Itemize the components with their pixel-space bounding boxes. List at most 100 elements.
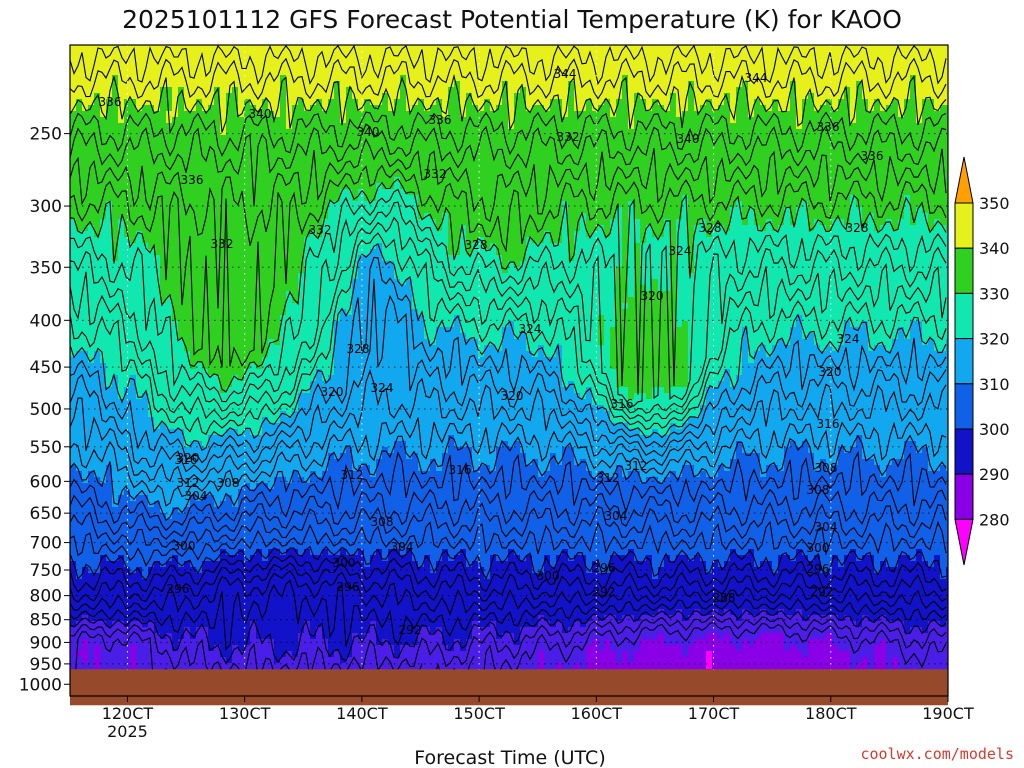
contour-label: 296 xyxy=(807,562,830,576)
contour-label: 324 xyxy=(669,244,692,258)
x-tick-label: 170CT xyxy=(688,704,740,723)
isentrope-contour-layer xyxy=(70,45,947,696)
contour-label-layer: 336 340 344 344 340 336 332 340 336 336 332 336 332 3… xyxy=(99,67,884,637)
y-tick-label: 550 xyxy=(30,438,62,458)
contour-label: 328 xyxy=(699,221,722,235)
contour-label: 296 xyxy=(167,582,190,596)
x-tick-label: 130CT xyxy=(219,704,271,723)
contour-label: 328 xyxy=(347,342,370,356)
colorbar-level-label: 320 xyxy=(979,330,1010,349)
contour-label: 292 xyxy=(811,585,834,599)
x-tick-label: 150CT xyxy=(453,704,505,723)
contour-label: 324 xyxy=(519,322,542,336)
x-tick-label: 120CT xyxy=(102,704,154,723)
colorbar-level-label: 310 xyxy=(979,375,1010,394)
contour-label: 300 xyxy=(807,541,830,555)
contour-label: 344 xyxy=(554,67,577,81)
colorbar-level-label: 330 xyxy=(979,284,1010,303)
x-tick-label: 140CT xyxy=(336,704,388,723)
colorbar-level-label: 280 xyxy=(979,510,1010,529)
colorbar-legend: 350 340 330 320 310 300 290 280 xyxy=(954,156,1010,566)
colorbar-swatch xyxy=(954,473,974,520)
colorbar-swatch xyxy=(954,292,974,340)
contour-label: 292 xyxy=(593,585,616,599)
contour-label: 340 xyxy=(357,125,380,139)
plot-frame xyxy=(69,44,949,697)
contour-label: 340 xyxy=(249,107,272,121)
contour-label: 296 xyxy=(593,561,616,575)
x-tick-label: 180CT xyxy=(805,704,857,723)
contour-label: 312 xyxy=(597,471,620,485)
colorbar-swatch xyxy=(954,383,974,430)
contour-label: 336 xyxy=(861,149,884,163)
x-axis-label: Forecast Time (UTC) xyxy=(414,747,605,768)
colorbar-level-label: 290 xyxy=(979,465,1010,484)
contour-label: 300 xyxy=(333,556,356,570)
y-tick-label: 850 xyxy=(30,611,62,631)
contour-label: 312 xyxy=(625,459,648,473)
contour-label: 308 xyxy=(217,476,240,490)
contour-label: 312 xyxy=(177,476,200,490)
contour-label: 324 xyxy=(837,332,860,346)
contour-label: 296 xyxy=(337,580,360,594)
y-tick-label: 350 xyxy=(30,258,62,278)
colorbar-cap-bottom xyxy=(954,518,974,566)
contour-label: 316 xyxy=(175,453,198,467)
contour-label: 336 xyxy=(181,173,204,187)
x-tick-label: 190CT xyxy=(922,704,974,723)
y-tick-label: 900 xyxy=(30,633,62,653)
colorbar-swatch xyxy=(954,202,974,249)
contour-label: 336 xyxy=(99,95,122,109)
contour-label: 336 xyxy=(817,120,840,134)
contour-label: 328 xyxy=(465,238,488,252)
y-tick-label: 800 xyxy=(30,587,62,607)
contour-label: 320 xyxy=(321,385,344,399)
y-tick-label: 950 xyxy=(30,655,62,675)
y-tick-label: 700 xyxy=(30,534,62,554)
contour-label: 340 xyxy=(677,132,700,146)
y-tick-label: 500 xyxy=(30,400,62,420)
colorbar-cap-top xyxy=(954,156,974,204)
contour-label: 320 xyxy=(641,289,664,303)
credit-link[interactable]: coolwx.com/models xyxy=(860,745,1014,763)
contour-label: 320 xyxy=(177,451,200,465)
contour-label: 304 xyxy=(815,520,838,534)
contour-label: 308 xyxy=(371,515,394,529)
contour-label: 316 xyxy=(611,397,634,411)
contour-label: 304 xyxy=(391,540,414,554)
contour-label: 336 xyxy=(429,113,452,127)
contour-label: 292 xyxy=(399,623,422,637)
contour-label: 332 xyxy=(557,130,580,144)
contour-label: 288 xyxy=(713,591,736,605)
y-tick-label: 400 xyxy=(30,311,62,331)
contour-label: 304 xyxy=(605,509,628,523)
contour-label: 328 xyxy=(846,221,869,235)
contour-label: 316 xyxy=(449,463,472,477)
y-tick-label: 650 xyxy=(30,504,62,524)
contour-label: 308 xyxy=(807,483,830,497)
colorbar-swatch xyxy=(954,247,974,294)
contour-label: 300 xyxy=(537,569,560,583)
contour-label: 332 xyxy=(211,237,234,251)
contour-label: 304 xyxy=(185,489,208,503)
contour-label: 324 xyxy=(371,381,394,395)
y-tick-label: 1000 xyxy=(19,675,62,695)
contour-label: 320 xyxy=(819,365,842,379)
colorbar-level-label: 350 xyxy=(979,194,1010,213)
contour-label: 312 xyxy=(341,468,364,482)
y-tick-label: 750 xyxy=(30,561,62,581)
x-tick-sublabel: 2025 xyxy=(107,722,148,741)
colorbar-swatch xyxy=(954,338,974,385)
contour-label: 300 xyxy=(173,539,196,553)
contour-label: 320 xyxy=(501,389,524,403)
y-tick-label: 300 xyxy=(30,197,62,217)
contour-label: 344 xyxy=(745,71,768,85)
contour-label: 308 xyxy=(815,461,838,475)
y-tick-label: 250 xyxy=(30,125,62,145)
chart-title: 2025101112 GFS Forecast Potential Temper… xyxy=(122,5,902,34)
x-tick-label: 160CT xyxy=(571,704,623,723)
colorbar-level-label: 340 xyxy=(979,239,1010,258)
contour-label: 316 xyxy=(817,417,840,431)
ground-surface xyxy=(70,669,948,706)
